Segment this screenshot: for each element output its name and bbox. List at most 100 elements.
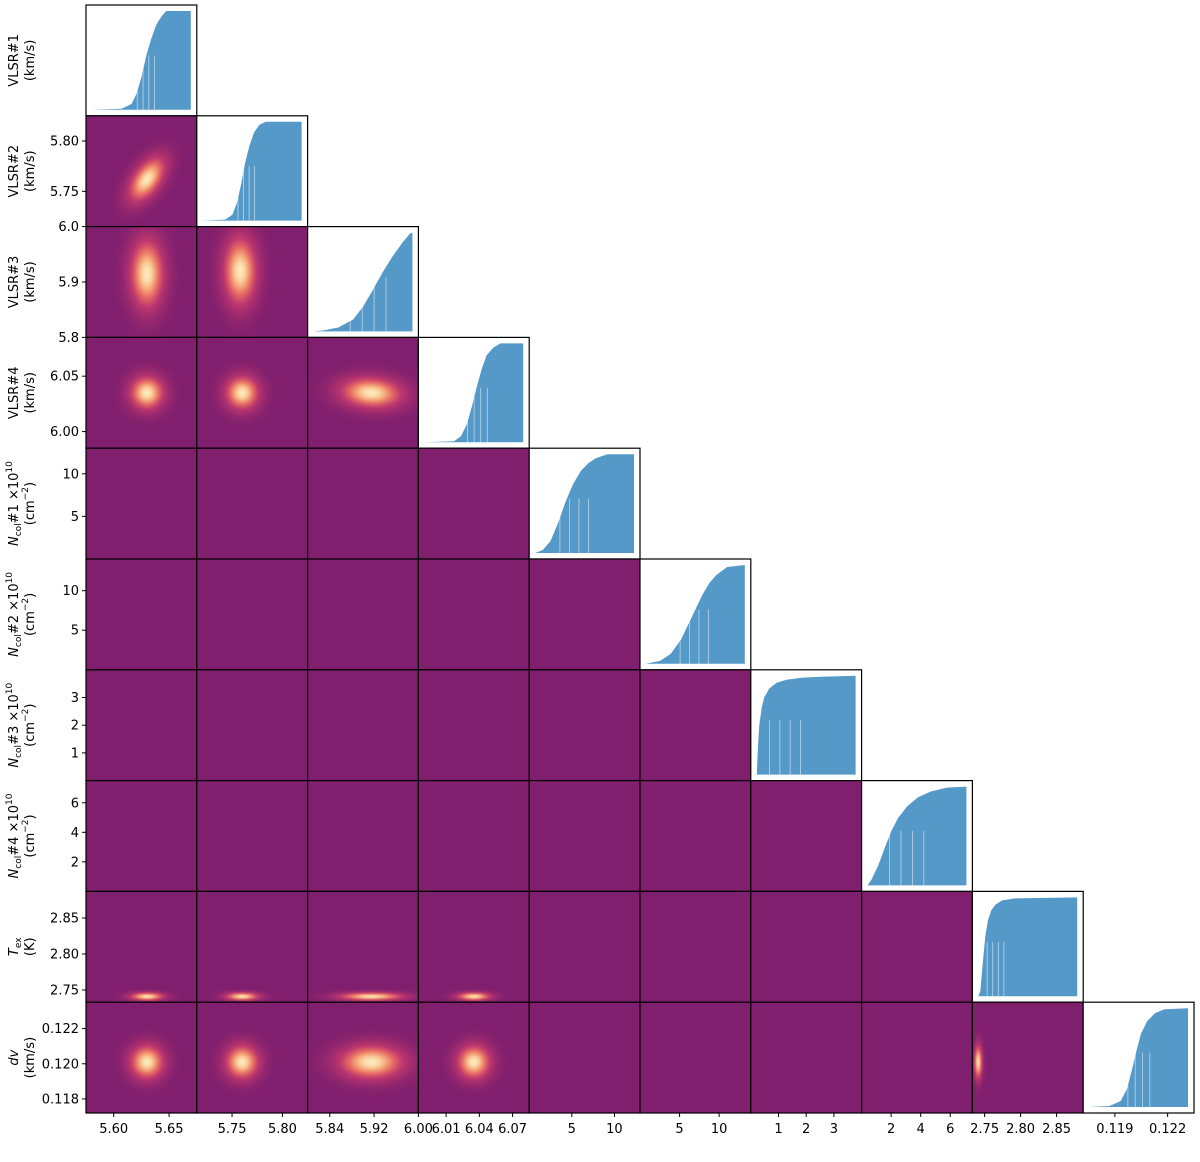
svg-text:(km/s): (km/s)	[23, 40, 38, 82]
density-image	[418, 1002, 530, 1113]
y-axis-label-ncol1: Ncol#1 ×1010(cm−2)	[5, 461, 38, 546]
svg-text:(cm−2): (cm−2)	[21, 593, 38, 636]
y-axis-label-vlsr3: VLSR#3 (km/s)	[7, 256, 38, 309]
y-tick-label: 5.80	[50, 134, 79, 149]
density-image	[418, 780, 530, 892]
density-panel-vlsr3-ncol1	[307, 447, 420, 560]
density-panel-vlsr2-ncol1	[196, 447, 309, 560]
y-tick-label: 5.75	[50, 185, 79, 200]
svg-text:dv: dv	[7, 1049, 22, 1065]
y-tick-label: 2	[71, 855, 79, 870]
density-panel-vlsr2-vlsr4	[196, 336, 309, 449]
density-panel-vlsr2-ncol2	[196, 558, 309, 671]
y-tick-label: 1	[71, 746, 79, 761]
density-image	[196, 669, 308, 781]
density-image	[640, 891, 751, 1003]
density-panel-vlsr4-ncol1	[417, 447, 530, 560]
density-image	[529, 559, 640, 670]
marginal-area-vlsr1	[92, 11, 191, 110]
density-panel-vlsr1-tex	[85, 890, 198, 1003]
density-image	[529, 669, 640, 781]
y-tick-label: 5.8	[58, 331, 79, 346]
y-tick-label: 5.9	[58, 276, 79, 291]
svg-text:(cm−2): (cm−2)	[21, 482, 38, 525]
y-axis-label-ncol3: Ncol#3 ×1010(cm−2)	[5, 682, 38, 767]
y-tick-label: 6.0	[58, 220, 79, 235]
density-image	[640, 1002, 751, 1113]
density-image	[307, 448, 419, 559]
density-panel-vlsr4-ncol3	[417, 669, 530, 782]
x-tick-label: 5	[568, 1122, 576, 1137]
x-tick-label: 5.60	[99, 1122, 128, 1137]
svg-text:(km/s): (km/s)	[23, 1037, 38, 1079]
density-image	[86, 891, 197, 1003]
density-image	[196, 1002, 308, 1113]
density-panel-vlsr4-dv	[417, 1001, 530, 1114]
density-image	[861, 891, 973, 1003]
x-tick-label: 2.85	[1042, 1122, 1071, 1137]
density-panel-vlsr2-vlsr3	[196, 226, 309, 339]
x-tick-label: 6.00	[404, 1122, 433, 1137]
x-tick-label: 6	[946, 1122, 954, 1137]
svg-text:(km/s): (km/s)	[23, 372, 38, 414]
y-tick-label: 0.120	[42, 1057, 79, 1072]
y-tick-label: 6	[71, 796, 79, 811]
x-tick-label: 5.80	[268, 1122, 297, 1137]
svg-text:(km/s): (km/s)	[23, 261, 38, 303]
y-axis-label-ncol4: Ncol#4 ×1010(cm−2)	[5, 793, 38, 878]
y-tick-label: 2.80	[50, 947, 79, 962]
marginal-area-vlsr3	[313, 232, 413, 332]
marginal-area-tex	[978, 897, 1078, 997]
marginal-panel-dv	[1082, 1001, 1195, 1114]
density-panel-vlsr2-ncol3	[196, 669, 309, 782]
x-tick-label: 5.75	[218, 1122, 247, 1137]
marginal-panel-ncol3	[750, 669, 863, 782]
x-tick-label: 5	[675, 1122, 683, 1137]
y-axis-label-vlsr4: VLSR#4 (km/s)	[7, 367, 38, 420]
density-image	[861, 1002, 973, 1113]
svg-text:(km/s): (km/s)	[23, 150, 38, 192]
density-panel-vlsr1-ncol3	[85, 669, 198, 782]
density-image	[529, 1002, 640, 1113]
density-image	[750, 891, 862, 1003]
density-image	[86, 115, 197, 227]
y-axis-label-vlsr2: VLSR#2 (km/s)	[7, 145, 38, 198]
density-image	[307, 559, 419, 670]
marginal-panel-vlsr2	[196, 115, 309, 228]
density-panel-vlsr1-ncol2	[85, 558, 198, 671]
y-tick-label: 2	[71, 719, 79, 734]
x-tick-label: 2	[887, 1122, 895, 1137]
density-image	[529, 780, 640, 892]
density-image	[86, 226, 197, 338]
y-axis-label-vlsr1: VLSR#1 (km/s)	[7, 34, 38, 87]
density-image	[196, 891, 308, 1003]
marginal-area-ncol4	[867, 786, 967, 886]
svg-text:Ncol#3 ×1010: Ncol#3 ×1010	[5, 682, 24, 767]
x-tick-label: 5.92	[360, 1122, 389, 1137]
density-panel-vlsr1-vlsr4	[85, 336, 198, 449]
density-panel-vlsr2-ncol4	[196, 779, 309, 892]
x-tick-label: 0.119	[1096, 1122, 1133, 1137]
density-image	[640, 780, 751, 892]
density-panel-vlsr3-ncol2	[307, 558, 420, 671]
density-panel-ncol3-dv	[750, 1001, 863, 1114]
density-panel-ncol1-ncol3	[528, 669, 641, 782]
y-tick-label: 3	[71, 691, 79, 706]
svg-text:Tex: Tex	[7, 937, 24, 956]
y-tick-label: 10	[62, 584, 79, 599]
marginal-area-ncol2	[646, 565, 745, 664]
x-tick-label: 2	[802, 1122, 810, 1137]
x-tick-label: 5.84	[315, 1122, 344, 1137]
density-panel-ncol4-tex	[860, 890, 973, 1003]
density-panel-vlsr1-vlsr2	[85, 115, 198, 228]
x-tick-label: 1	[774, 1122, 782, 1137]
svg-text:Ncol#2 ×1010: Ncol#2 ×1010	[5, 572, 24, 657]
density-panel-ncol3-tex	[750, 890, 863, 1003]
density-panel-vlsr2-dv	[196, 1001, 309, 1114]
density-image	[307, 780, 419, 892]
svg-text:VLSR#3: VLSR#3	[7, 256, 22, 309]
x-tick-label: 2.75	[970, 1122, 999, 1137]
y-tick-label: 4	[71, 826, 79, 841]
svg-text:Ncol#1 ×1010: Ncol#1 ×1010	[5, 461, 24, 546]
